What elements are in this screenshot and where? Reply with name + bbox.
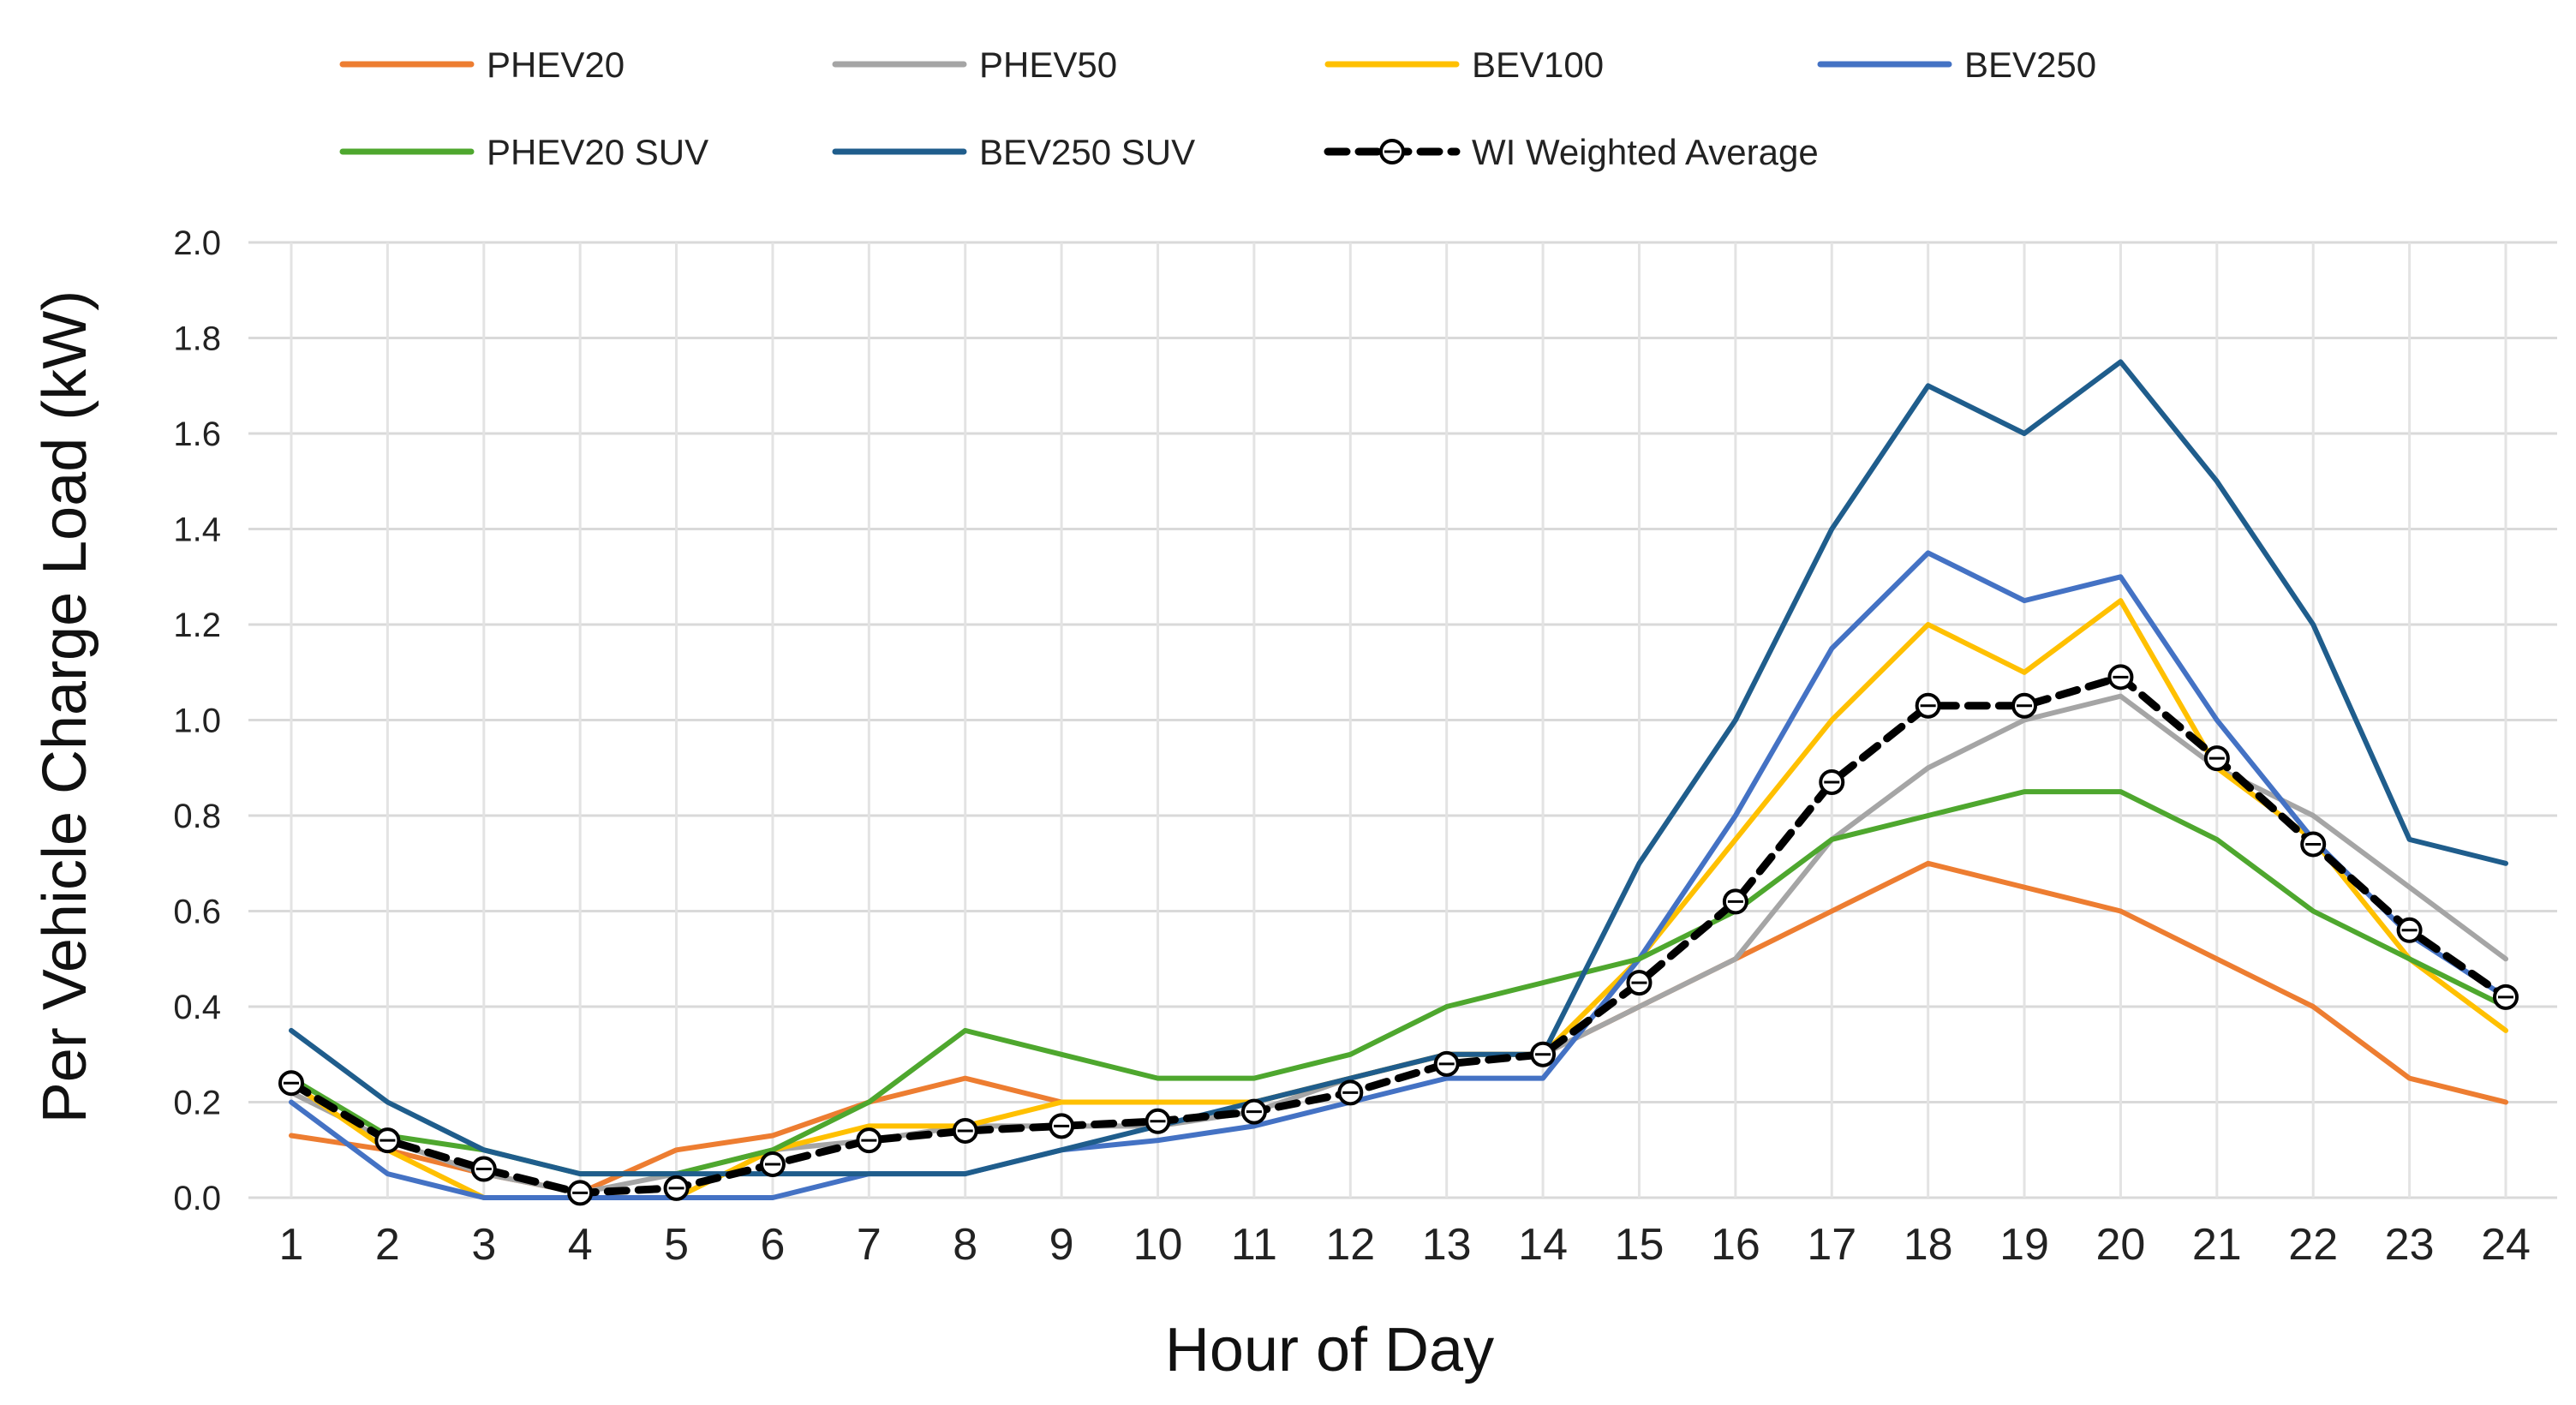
data-point-wi-weighted-average (1337, 1079, 1364, 1106)
y-tick-label: 2.0 (173, 224, 221, 262)
y-tick-label: 0.8 (173, 798, 221, 835)
series-line-phev20-suv (289, 789, 2508, 1177)
legend-label: PHEV20 (487, 45, 625, 85)
x-tick-label: 1 (279, 1220, 304, 1270)
x-tick-label: 7 (857, 1220, 882, 1270)
x-tick-label: 9 (1049, 1220, 1074, 1270)
series-line-bev250-suv (289, 359, 2508, 1177)
x-tick-label: 5 (664, 1220, 689, 1270)
series-line-bev100 (289, 598, 2508, 1200)
y-tick-label: 1.0 (173, 702, 221, 740)
data-point-wi-weighted-average (1722, 888, 1748, 915)
legend-label: BEV250 (1964, 45, 2096, 85)
y-tick-label: 0.2 (173, 1085, 221, 1122)
data-point-wi-weighted-average (278, 1070, 304, 1097)
x-tick-label: 17 (1807, 1220, 1856, 1270)
x-tick-label: 12 (1325, 1220, 1375, 1270)
series-line-wi-weighted-average (287, 673, 2510, 1197)
legend-label: BEV250 SUV (979, 132, 1195, 172)
legend-item-bev100: BEV100 (1324, 45, 1604, 85)
y-tick-label: 1.6 (173, 416, 221, 453)
legend-item-bev250-suv: BEV250 SUV (832, 132, 1195, 172)
x-tick-label: 21 (2192, 1220, 2242, 1270)
data-point-wi-weighted-average (1240, 1098, 1267, 1125)
data-point-wi-weighted-average (1626, 970, 1653, 996)
y-tick-label: 0.0 (173, 1180, 221, 1217)
x-tick-label: 8 (953, 1220, 977, 1270)
y-axis-title: Per Vehicle Charge Load (kW) (31, 290, 99, 1123)
data-point-wi-weighted-average (1433, 1050, 1460, 1077)
data-point-wi-weighted-average (952, 1117, 978, 1144)
x-tick-label: 10 (1133, 1220, 1183, 1270)
x-tick-label: 23 (2385, 1220, 2435, 1270)
y-tick-label: 0.6 (173, 894, 221, 931)
x-tick-label: 22 (2288, 1220, 2338, 1270)
x-axis-title: Hour of Day (1165, 1316, 1494, 1384)
y-tick-label: 0.4 (173, 989, 221, 1026)
legend-item-wi-weighted-average: WI Weighted Average (1324, 132, 1819, 172)
x-tick-label: 19 (1999, 1220, 2049, 1270)
x-tick-label: 24 (2481, 1220, 2531, 1270)
x-tick-label: 14 (1518, 1220, 1568, 1270)
data-point-wi-weighted-average (2493, 984, 2519, 1010)
legend-item-phev50: PHEV50 (832, 45, 1117, 85)
data-point-wi-weighted-average (2107, 664, 2134, 691)
data-point-wi-weighted-average (2011, 692, 2038, 719)
y-tick-label: 1.4 (173, 511, 221, 549)
legend-label: BEV100 (1472, 45, 1604, 85)
x-tick-label: 2 (375, 1220, 400, 1270)
legend-label: WI Weighted Average (1472, 132, 1819, 172)
legend: PHEV20 PHEV50 BEV100 BEV250 PHEV20 SUV BEV250… (339, 45, 2096, 172)
legend-item-bev250: BEV250 (1817, 45, 2096, 85)
legend-label: PHEV50 (979, 45, 1117, 85)
x-tick-label: 11 (1231, 1220, 1277, 1270)
data-point-wi-weighted-average (1819, 768, 1845, 795)
data-point-wi-weighted-average (2203, 745, 2230, 772)
data-point-wi-weighted-average (663, 1175, 690, 1201)
data-point-wi-weighted-average (567, 1180, 594, 1206)
axes: 0.00.20.40.60.81.01.21.41.61.82.01 2 3 4 5 6 7… (173, 224, 2531, 1270)
legend-item-phev20-suv: PHEV20 SUV (339, 132, 708, 172)
data-point-wi-weighted-average (2396, 917, 2423, 943)
data-point-wi-weighted-average (1145, 1108, 1171, 1134)
series-lines (278, 359, 2519, 1206)
series-line-bev250 (289, 550, 2508, 1200)
data-point-wi-weighted-average (759, 1151, 786, 1177)
data-point-wi-weighted-average (1915, 692, 1941, 719)
data-point-wi-weighted-average (1049, 1113, 1075, 1139)
legend-label: PHEV20 SUV (487, 132, 708, 172)
data-point-wi-weighted-average (1530, 1041, 1557, 1067)
y-tick-label: 1.2 (173, 607, 221, 644)
x-tick-label: 20 (2096, 1220, 2146, 1270)
data-point-wi-weighted-average (470, 1156, 497, 1182)
x-tick-label: 6 (760, 1220, 785, 1270)
data-point-wi-weighted-average (856, 1127, 882, 1154)
legend-item-phev20: PHEV20 (339, 45, 625, 85)
x-tick-label: 3 (471, 1220, 496, 1270)
x-tick-label: 15 (1615, 1220, 1665, 1270)
series-line-phev50 (289, 693, 2508, 1196)
grid (248, 241, 2557, 1199)
y-tick-label: 1.8 (173, 320, 221, 358)
x-tick-label: 4 (568, 1220, 593, 1270)
x-tick-label: 18 (1904, 1220, 1953, 1270)
x-tick-label: 13 (1422, 1220, 1472, 1270)
data-point-wi-weighted-average (374, 1127, 401, 1154)
x-tick-label: 16 (1711, 1220, 1760, 1270)
data-point-wi-weighted-average (2300, 831, 2327, 858)
